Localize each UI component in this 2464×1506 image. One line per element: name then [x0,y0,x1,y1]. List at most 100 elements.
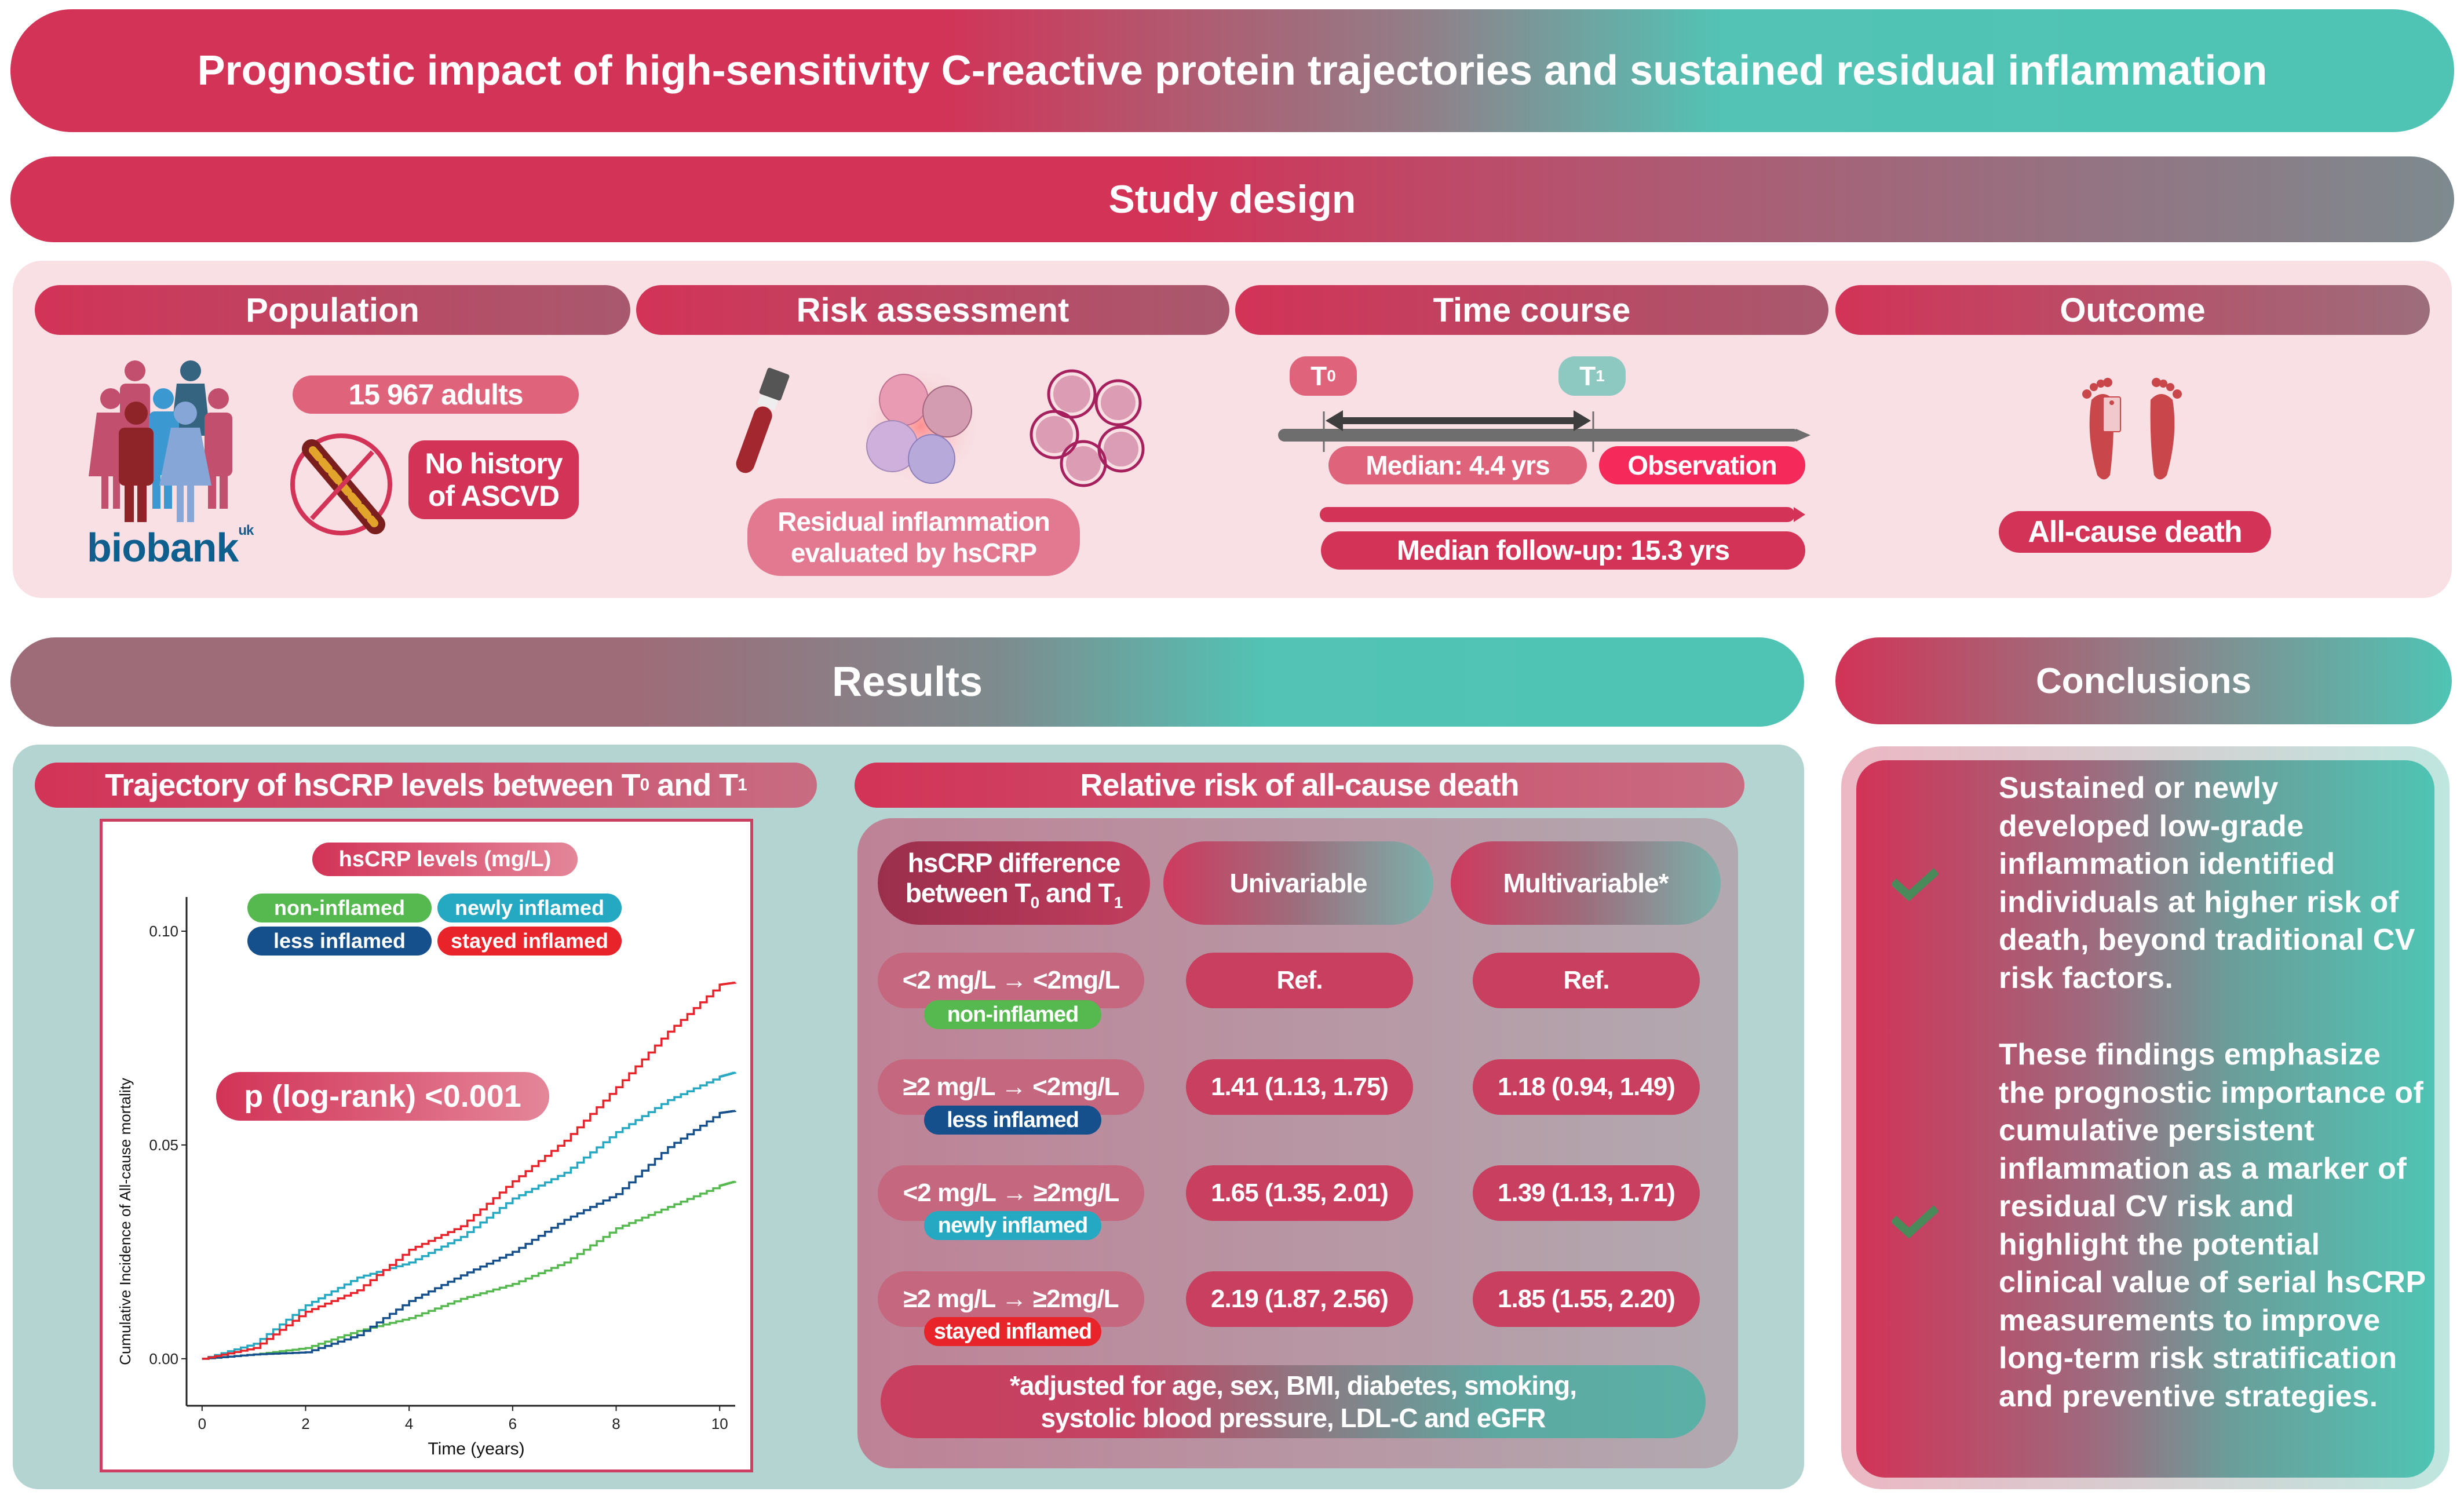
footnote-line1: *adjusted for age, sex, BMI, diabetes, s… [1009,1370,1577,1401]
group-tag-stayed-inflamed: stayed inflamed [924,1317,1101,1346]
col-header-multivariable-label: Multivariable* [1503,868,1669,898]
legend-item-less-inflamed: less inflamed [247,927,432,956]
univariable-text: 2.19 (1.87, 2.56) [1211,1285,1389,1313]
multivariable-text: 1.18 (0.94, 1.49) [1498,1073,1675,1101]
relative-risk-panel [857,818,1738,1468]
results-banner: Results [10,637,1804,727]
x-tick-label: 8 [612,1415,620,1432]
multivariable-value: 1.39 (1.13, 1.71) [1473,1165,1700,1221]
univariable-text: 1.41 (1.13, 1.75) [1211,1073,1389,1101]
t1-subscript: 1 [1596,367,1605,385]
check-icon [1892,1205,1938,1239]
km-chart: 0 2 4 6 8 10 0.00 0.05 0.10 Time (years) Cumulat… [116,897,736,1458]
feet-toe-tag-icon [2082,378,2182,480]
t1-letter: T [1579,361,1596,391]
population-header: Population [35,285,630,335]
relative-risk-header: Relative risk of all-cause death [855,763,1744,808]
multivariable-value: Ref. [1473,953,1700,1008]
pvalue-badge: p (log-rank) <0.001 [216,1072,549,1121]
x-tick-label: 4 [405,1415,413,1432]
risk-assessment-header: Risk assessment [636,285,1229,335]
results-title: Results [831,659,983,705]
trajectory-header-sub0: 0 [640,775,649,794]
no-artery-plaque-icon [290,433,392,535]
study-design-banner: Study design [10,156,2454,242]
residual-inflammation-badge: Residual inflammation evaluated by hsCRP [747,498,1080,576]
observation-text: Observation [1627,450,1777,480]
x-tick-label: 2 [301,1415,309,1432]
biobank-logo-text: biobank [87,525,239,570]
crp-protein-icon [1030,369,1145,487]
x-tick-label: 10 [711,1415,728,1432]
adults-count: 15 967 adults [348,378,523,411]
col-header-difference-line1: hsCRP difference [907,848,1121,878]
time-course-header: Time course [1235,285,1828,335]
col-header-difference-sub1: 1 [1114,894,1123,912]
x-axis-label: Time (years) [428,1439,524,1458]
row-change-label: <2 mg/L → <2mg/L [878,953,1144,1008]
outcome-header-label: Outcome [2060,291,2206,329]
conclusions-banner: Conclusions [1835,637,2452,724]
people-group-icon [89,360,232,522]
y-tick-label: 0.10 [149,922,178,940]
t0-letter: T [1311,361,1327,391]
univariable-text: 1.65 (1.35, 2.01) [1211,1179,1389,1207]
timeline-arrow [1278,410,1810,452]
group-tag-newly-inflamed: newly inflamed [924,1211,1101,1240]
col-header-multivariable: Multivariable* [1451,841,1721,925]
risk-assessment-header-label: Risk assessment [796,291,1069,329]
t0-subscript: 0 [1327,367,1336,385]
median-followup-badge: Median follow-up: 15.3 yrs [1321,531,1805,570]
group-tag-text: newly inflamed [937,1213,1088,1238]
check-icon [1892,868,1938,902]
footnote-line2: systolic blood pressure, LDL-C and eGFR [1041,1403,1546,1433]
group-tag-less-inflamed: less inflamed [924,1106,1101,1135]
x-tick-label: 0 [198,1415,206,1432]
multivariable-text: 1.39 (1.13, 1.71) [1498,1179,1675,1207]
time-course-header-label: Time course [1433,291,1631,329]
series-line-newly-inflamed [202,1071,736,1360]
row-change-text: ≥2 mg/L → ≥2mg/L [903,1285,1119,1313]
row-change-text: <2 mg/L → ≥2mg/L [903,1179,1120,1207]
row-change-text: <2 mg/L → <2mg/L [902,966,1120,994]
multivariable-text: 1.85 (1.55, 2.20) [1498,1285,1675,1313]
interval-double-arrow-icon [1326,410,1591,431]
group-tag-text: less inflamed [947,1107,1079,1132]
pvalue-text: p (log-rank) <0.001 [244,1079,521,1114]
univariable-value: 1.41 (1.13, 1.75) [1186,1059,1413,1115]
col-header-univariable: Univariable [1163,841,1433,925]
legend-label: less inflamed [273,929,406,953]
legend-label: non-inflamed [274,896,405,920]
median-followup-text: Median follow-up: 15.3 yrs [1396,535,1730,566]
trajectory-header-mid: and T [649,768,738,803]
biobank-logo: biobankuk [87,523,254,571]
legend-label: stayed inflamed [450,929,609,953]
legend-title-text: hsCRP levels (mg/L) [338,847,552,871]
legend-item-non-inflamed: non-inflamed [247,894,432,922]
y-tick-label: 0.00 [149,1350,178,1368]
legend-item-newly-inflamed: newly inflamed [437,894,622,922]
adjustment-footnote: *adjusted for age, sex, BMI, diabetes, s… [881,1365,1706,1438]
median-interval-text: Median: 4.4 yrs [1366,450,1550,480]
conclusions-panel [1856,760,2434,1478]
no-ascvd-line1: No history [425,447,563,480]
col-header-univariable-label: Univariable [1229,868,1368,898]
timeline-bar [1278,429,1799,442]
trajectory-header-prefix: Trajectory of hsCRP levels between T [105,768,640,803]
group-tag-text: non-inflamed [947,1002,1079,1027]
trajectory-header-sub1: 1 [738,775,747,794]
series-line-less-inflamed [202,1110,736,1360]
row-change-text: ≥2 mg/L → <2mg/L [903,1073,1120,1101]
series-line-non-inflamed [202,1180,736,1360]
adults-count-badge: 15 967 adults [293,375,579,414]
population-header-label: Population [246,291,419,329]
multivariable-value: 1.18 (0.94, 1.49) [1473,1059,1700,1115]
title-banner: Prognostic impact of high-sensitivity C-… [10,9,2454,132]
residual-line1: Residual inflammation [777,506,1050,537]
outcome-header: Outcome [1835,285,2430,335]
study-design-title: Study design [1108,177,1356,221]
row-change-label: ≥2 mg/L → <2mg/L [878,1059,1144,1115]
